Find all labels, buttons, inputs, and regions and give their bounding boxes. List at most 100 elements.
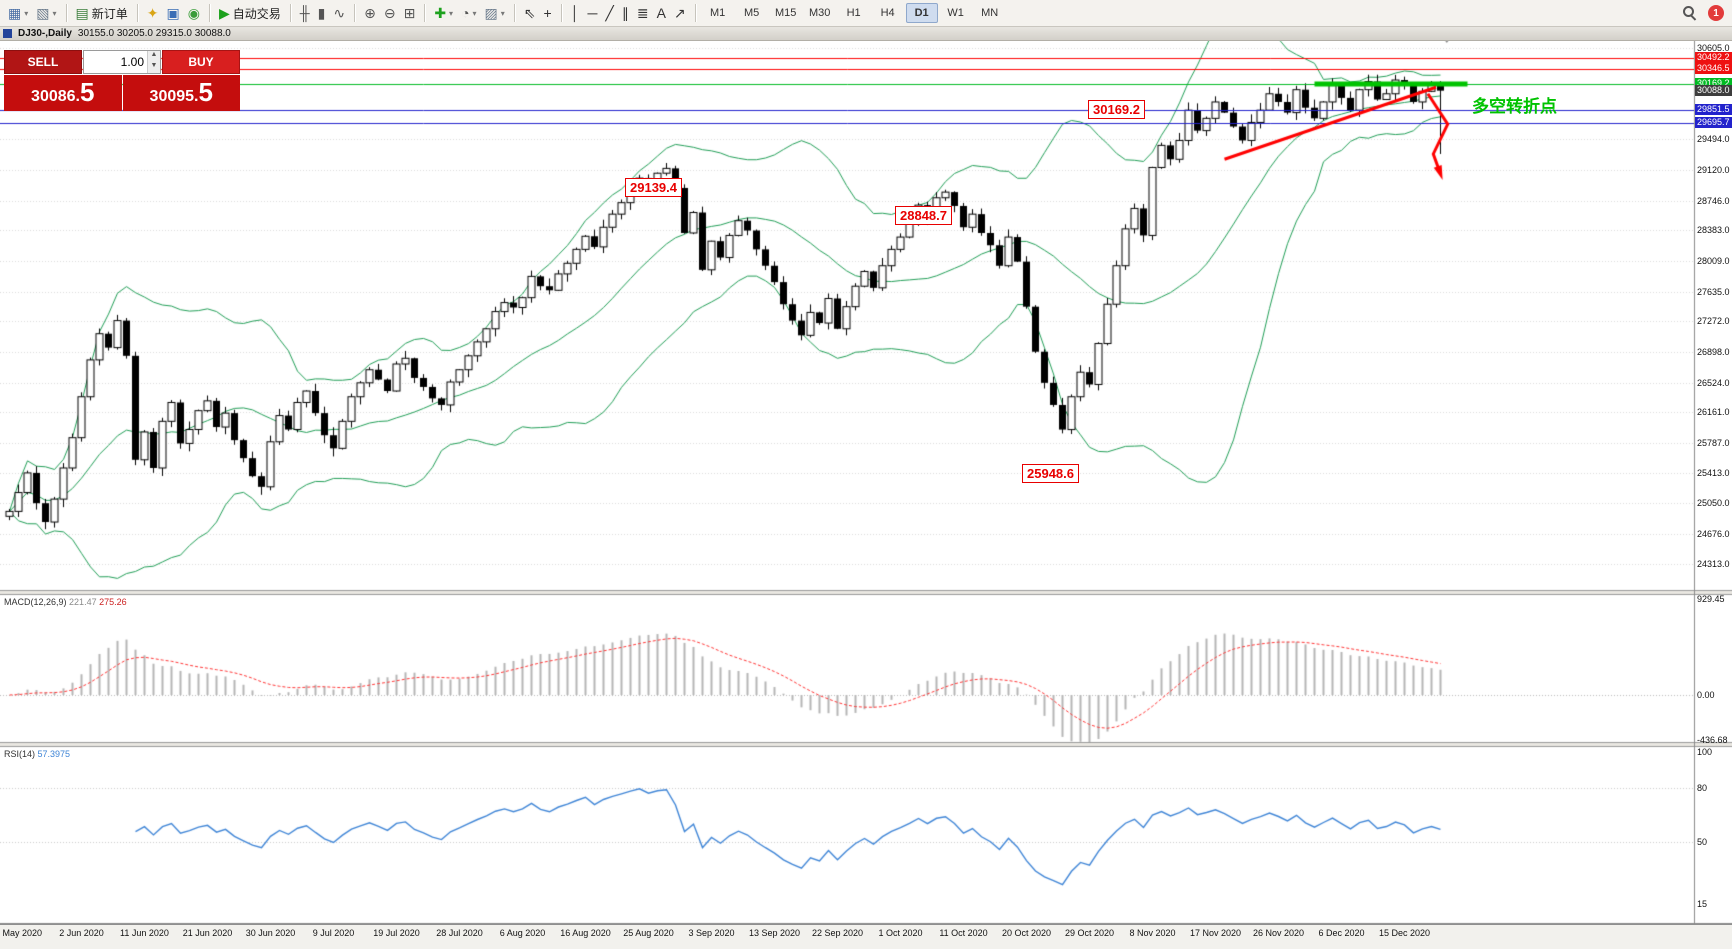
chart-title-bar: DJ30-,Daily 30155.0 30205.0 29315.0 3008… — [0, 26, 1732, 41]
toolbar-group-chart-tools: ✚ ▾ ◔ ▾ ▨ ▾ — [430, 0, 508, 26]
tile-windows-button[interactable]: ⊞ — [400, 2, 420, 24]
sell-price[interactable]: 30086. 5 — [4, 75, 122, 111]
trendline-icon: ╱ — [605, 5, 614, 21]
toolbar-separator — [65, 4, 67, 22]
notification-badge[interactable]: 1 — [1708, 5, 1724, 21]
toolbar-group-charts: ▦ ▾ ▧ ▾ — [4, 0, 61, 26]
turning-point-text[interactable]: 多空转折点 — [1472, 97, 1557, 116]
time-axis-label: 21 Jun 2020 — [182, 928, 233, 938]
search-icon[interactable] — [1682, 5, 1698, 21]
timeframe-m30-button[interactable]: M30 — [808, 7, 831, 19]
timeframe-m15-button[interactable]: M15 — [774, 7, 797, 19]
rsi-value: 57.3975 — [37, 749, 71, 759]
price-annotation-30169[interactable]: 30169.2 — [1088, 100, 1145, 119]
fibonacci-button[interactable]: ≣ — [633, 2, 653, 24]
time-axis-label: 4 May 2020 — [0, 928, 43, 938]
periods-button[interactable]: ◔ ▾ — [457, 2, 480, 24]
timeframe-d1-button[interactable]: D1 — [905, 3, 938, 23]
mql5-community-button[interactable]: ◉ — [184, 2, 204, 24]
horizontal-line-button[interactable]: ─ — [583, 2, 601, 24]
timeframe-h1-button[interactable]: H1 — [846, 7, 861, 19]
sell-button[interactable]: SELL — [4, 50, 82, 74]
new-order-button-label: 新订单 — [91, 6, 128, 21]
arrows-icon: ↗ — [673, 5, 686, 21]
time-axis-label: 2 Jun 2020 — [59, 928, 104, 938]
vertical-line-button[interactable]: │ — [567, 2, 584, 24]
rsi-indicator-label: RSI(14) 57.3975 — [4, 749, 70, 759]
metaeditor-icon: ✦ — [146, 5, 159, 21]
sell-price-big-digit: 5 — [79, 77, 95, 107]
time-axis[interactable]: 4 May 2020 2 Jun 2020 11 Jun 2020 21 Jun 20… — [0, 924, 1732, 949]
ohlc-bars-icon: ╫ — [299, 5, 310, 21]
trade-panel-buttons-row: SELL ▲ ▼ BUY — [4, 50, 240, 74]
rsi-name: RSI(14) — [4, 749, 36, 759]
volume-increase-button[interactable]: ▲ — [148, 51, 160, 62]
trendline-button[interactable]: ╱ — [601, 2, 617, 24]
timeframe-h4-button[interactable]: H4 — [880, 7, 895, 19]
zoom-out-button[interactable]: ⊖ — [380, 2, 400, 24]
toolbar-separator — [694, 4, 696, 22]
dropdown-arrow-icon: ▾ — [500, 8, 505, 18]
metaeditor-button[interactable]: ✦ — [143, 2, 163, 24]
periods-icon: ◔ — [461, 5, 470, 21]
time-axis-label: 28 Jul 2020 — [436, 928, 483, 938]
toolbar-separator — [560, 4, 562, 22]
new-chart-button[interactable]: ▦ ▾ — [4, 2, 32, 24]
time-axis-label: 17 Nov 2020 — [1189, 928, 1242, 938]
cursor-button[interactable]: ⇖ — [520, 2, 540, 24]
time-axis-label: 25 Aug 2020 — [623, 928, 674, 938]
crosshair-icon: + — [543, 5, 552, 21]
templates-button[interactable]: ▨ ▾ — [481, 2, 509, 24]
buy-button[interactable]: BUY — [162, 50, 240, 74]
time-axis-label: 15 Dec 2020 — [1378, 928, 1431, 938]
sell-price-main: 30086. — [31, 88, 80, 105]
fibonacci-icon: ≣ — [636, 5, 649, 21]
data-window-button[interactable]: ▣ — [162, 2, 183, 24]
crosshair-button[interactable]: + — [540, 2, 556, 24]
timeframe-mn-button[interactable]: MN — [981, 7, 999, 19]
text-icon: A — [656, 5, 666, 21]
indicators-button[interactable]: ✚ ▾ — [430, 2, 457, 24]
mql5-community-icon: ◉ — [187, 5, 200, 21]
toolbar-group-autotrading: ▶ 自动交易 — [215, 0, 285, 26]
time-axis-label: 3 Sep 2020 — [688, 928, 735, 938]
toolbar-separator — [513, 4, 515, 22]
main-toolbar: ▦ ▾ ▧ ▾ ▤ 新订单 ✦ ▣ ◉ ▶ 自动交易 ╫ ▮ ∿ ⊕ ⊖ ⊞ ✚ ▾ ◔ ▾ ▨ ▾ ⇖ + │ ─ ╱ ∥ ≣ A ↗ M1 M… — [0, 0, 1732, 27]
volume-field: ▲ ▼ — [83, 50, 161, 74]
buy-price-main: 30095. — [149, 88, 199, 105]
candlestick-chart-button[interactable]: ▮ — [314, 2, 330, 24]
profiles-button[interactable]: ▧ ▾ — [32, 2, 60, 24]
price-annotation-25948[interactable]: 25948.6 — [1022, 464, 1079, 483]
equidistant-channel-icon: ∥ — [621, 5, 629, 21]
arrows-button[interactable]: ↗ — [670, 2, 690, 24]
dropdown-arrow-icon: ▾ — [449, 8, 454, 18]
volume-input[interactable] — [84, 51, 147, 73]
time-axis-label: 16 Aug 2020 — [560, 928, 611, 938]
price-annotation-28848[interactable]: 28848.7 — [895, 206, 952, 225]
time-axis-label: 19 Jul 2020 — [373, 928, 420, 938]
toolbar-group-timeframes: M1 M5 M15 M30 H1 H4 D1 W1 MN — [701, 0, 1007, 26]
time-axis-label: 29 Oct 2020 — [1064, 928, 1115, 938]
timeframe-m5-button[interactable]: M5 — [744, 7, 760, 19]
line-chart-button[interactable]: ∿ — [329, 2, 349, 24]
volume-decrease-button[interactable]: ▼ — [148, 62, 160, 73]
autotrading-button-label: 自动交易 — [232, 6, 281, 21]
toolbar-separator — [289, 4, 291, 22]
chart-canvas[interactable] — [0, 26, 1732, 924]
zoom-in-button[interactable]: ⊕ — [360, 2, 380, 24]
new-chart-icon: ▦ — [8, 5, 22, 21]
volume-spinner: ▲ ▼ — [147, 51, 160, 73]
timeframe-w1-button[interactable]: W1 — [947, 7, 964, 19]
indicators-icon: ✚ — [434, 5, 447, 21]
toolbar-right-cluster: 1 — [1682, 5, 1728, 21]
autotrading-button[interactable]: ▶ 自动交易 — [215, 2, 285, 24]
ohlc-bars-button[interactable]: ╫ — [296, 2, 314, 24]
buy-price[interactable]: 30095. 5 — [122, 75, 240, 111]
time-axis-label: 13 Sep 2020 — [748, 928, 801, 938]
equidistant-channel-button[interactable]: ∥ — [618, 2, 633, 24]
profiles-icon: ▧ — [36, 5, 50, 21]
price-annotation-29139[interactable]: 29139.4 — [625, 178, 682, 197]
text-button[interactable]: A — [653, 2, 670, 24]
timeframe-m1-button[interactable]: M1 — [710, 7, 726, 19]
new-order-button[interactable]: ▤ 新订单 — [72, 2, 132, 24]
